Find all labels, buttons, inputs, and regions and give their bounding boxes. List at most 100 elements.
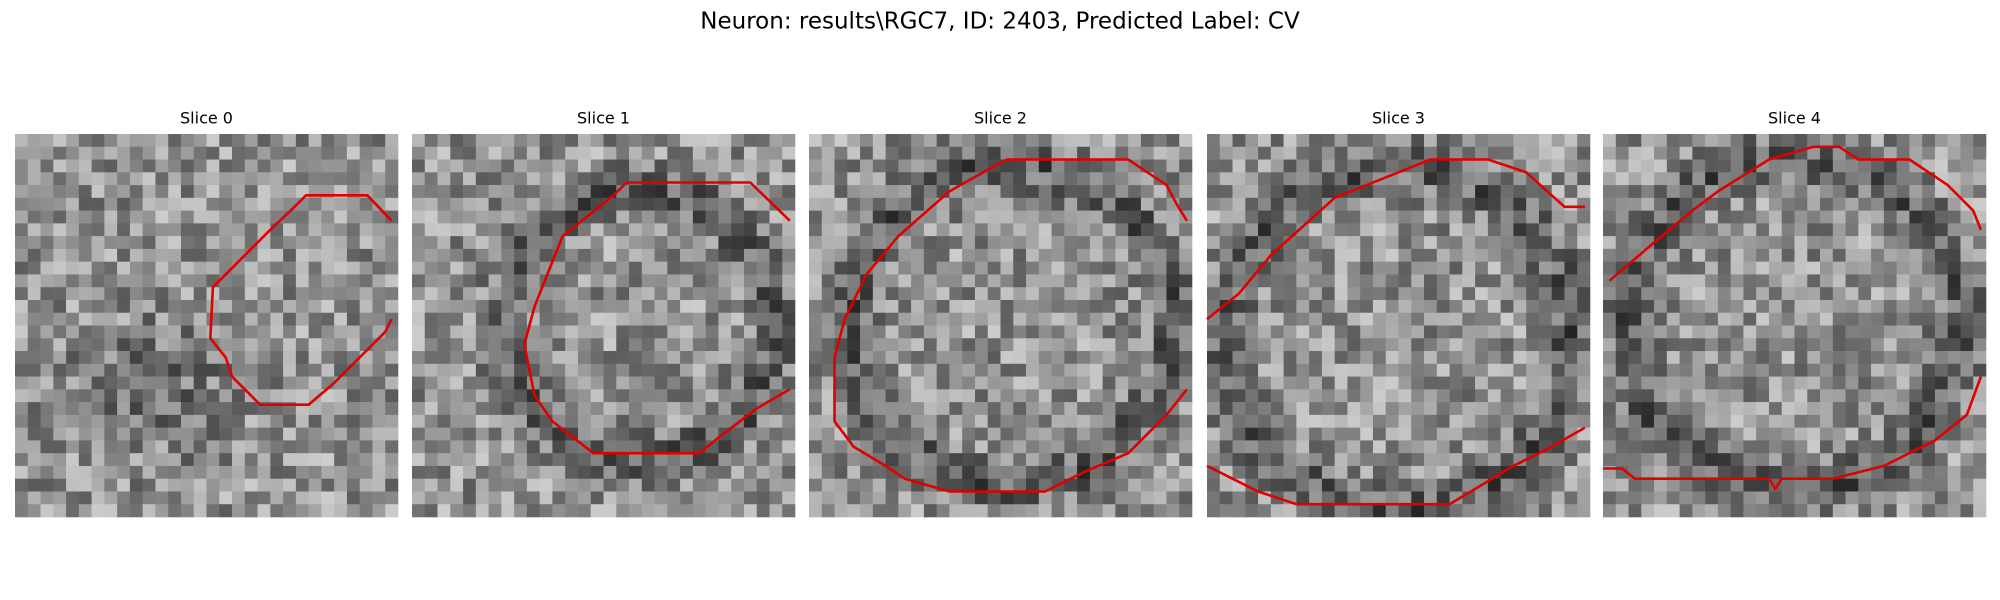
pixel — [359, 134, 373, 148]
pixel — [923, 363, 937, 377]
pixel — [1436, 427, 1450, 441]
pixel — [1000, 504, 1014, 518]
pixel — [1603, 312, 1617, 326]
pixel — [1513, 134, 1527, 148]
pixel — [1845, 159, 1859, 173]
pixel — [565, 453, 579, 467]
pixel — [295, 236, 309, 250]
pixel — [1245, 312, 1259, 326]
pixel — [577, 453, 592, 467]
pixel — [1051, 299, 1065, 314]
pixel — [923, 351, 937, 365]
pixel — [117, 223, 131, 237]
pixel — [1283, 172, 1297, 186]
pixel — [1077, 159, 1091, 173]
pixel — [1768, 312, 1783, 326]
pixel — [1551, 325, 1565, 339]
pixel — [860, 159, 874, 173]
pixel — [718, 134, 732, 148]
pixel — [257, 312, 271, 326]
pixel — [1513, 465, 1527, 479]
pixel — [1424, 159, 1438, 173]
pixel — [193, 197, 207, 211]
pixel — [898, 491, 912, 505]
pixel — [1207, 134, 1221, 148]
pixel — [1411, 299, 1425, 314]
pixel — [15, 210, 29, 224]
pixel — [193, 440, 207, 454]
pixel — [412, 261, 426, 275]
pixel — [1832, 440, 1846, 454]
pixel — [385, 338, 399, 352]
pixel — [1883, 504, 1897, 518]
pixel — [334, 223, 348, 237]
pixel — [590, 504, 604, 518]
pixel — [782, 287, 796, 301]
pixel — [463, 363, 477, 377]
pixel — [1538, 376, 1552, 390]
pixel — [1360, 185, 1374, 199]
pixel — [1283, 363, 1297, 377]
pixel — [15, 338, 29, 352]
pixel — [1922, 338, 1936, 352]
pixel — [1781, 312, 1795, 326]
pixel — [53, 146, 67, 160]
pixel — [91, 159, 105, 173]
pixel — [104, 376, 118, 390]
pixel — [782, 223, 796, 237]
pixel — [1153, 453, 1167, 467]
pixel — [923, 261, 937, 275]
pixel — [962, 376, 976, 390]
pixel — [1858, 223, 1872, 237]
pixel — [168, 312, 182, 326]
pixel — [15, 274, 29, 288]
pixel — [898, 351, 912, 365]
pixel — [321, 172, 335, 186]
pixel — [911, 465, 925, 479]
pixel — [475, 351, 489, 365]
pixel — [1883, 325, 1897, 339]
pixel — [1000, 453, 1014, 467]
pixel — [936, 312, 950, 326]
pixel — [667, 427, 681, 441]
pixel — [1794, 299, 1808, 314]
pixel — [15, 299, 29, 314]
pixel — [590, 338, 604, 352]
pixel — [1743, 134, 1757, 148]
pixel — [155, 414, 169, 428]
pixel — [923, 453, 937, 467]
pixel — [1000, 185, 1014, 199]
pixel — [1909, 261, 1923, 275]
pixel — [117, 325, 131, 339]
pixel — [539, 453, 553, 467]
pixel — [936, 146, 950, 160]
pixel — [1781, 478, 1795, 492]
pixel — [718, 299, 732, 314]
pixel — [1347, 223, 1361, 237]
pixel — [577, 363, 592, 377]
pixel — [885, 414, 899, 428]
pixel — [539, 351, 553, 365]
pixel — [731, 338, 745, 352]
pixel — [539, 491, 553, 505]
pixel — [1679, 351, 1693, 365]
pixel — [1883, 312, 1897, 326]
pixel — [654, 402, 668, 416]
pixel — [1603, 453, 1617, 467]
pixel — [577, 491, 592, 505]
pixel — [1666, 287, 1680, 301]
pixel — [1858, 351, 1872, 365]
pixel — [1140, 223, 1154, 237]
pixel — [1973, 312, 1987, 326]
pixel — [1820, 146, 1834, 160]
pixel — [1296, 210, 1310, 224]
pixel — [270, 465, 284, 479]
pixel — [1564, 274, 1578, 288]
pixel — [552, 274, 566, 288]
pixel — [590, 312, 604, 326]
pixel — [1641, 465, 1655, 479]
pixel — [1166, 274, 1180, 288]
pixel — [53, 223, 67, 237]
pixel — [244, 465, 258, 479]
pixel — [718, 185, 732, 199]
